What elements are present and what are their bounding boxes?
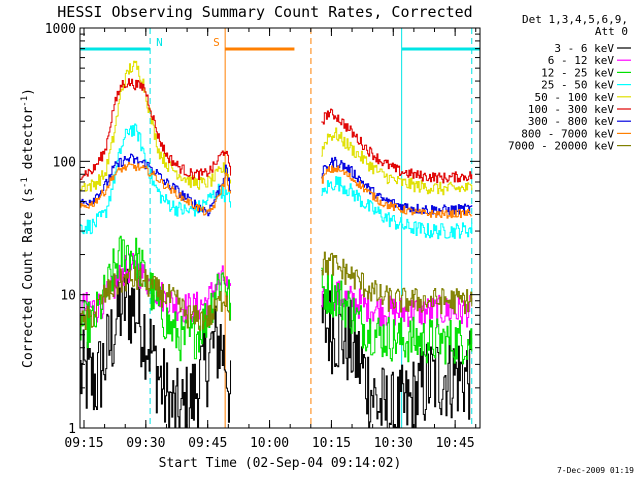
- y-axis-label-end: ): [21, 88, 36, 96]
- plot-frame: [79, 27, 481, 429]
- y-axis-label-mid: detector: [21, 107, 36, 178]
- legend-300-800-keV-label: 300 - 800 keV: [528, 115, 614, 128]
- y-axis-label-sup1: -1: [20, 177, 30, 188]
- timestamp: 7-Dec-2009 01:19: [557, 466, 634, 475]
- legend-12-25-keV-label: 12 - 25 keV: [541, 66, 614, 79]
- series-800-7000-keV-line-2: [321, 165, 473, 219]
- x-axis-label: Start Time (02-Sep-04 09:14:02): [159, 456, 402, 471]
- legend-header-line2: Att 0: [595, 25, 628, 38]
- legend-header-line1: Det 1,3,4,5,6,9,: [522, 13, 628, 26]
- series-6-12-keV-line-2: [321, 280, 473, 328]
- legend-7000-20000-keV-label: 7000 - 20000 keV: [508, 140, 614, 153]
- series-25-50-keV-line-1: [80, 123, 232, 235]
- marker-n-label: N: [156, 36, 163, 49]
- legend-800-7000-keV-label: 800 - 7000 keV: [521, 127, 614, 140]
- legend-25-50-keV-label: 25 - 50 keV: [541, 79, 614, 92]
- y-tick-label-1: 10: [60, 289, 76, 304]
- series-12-25-keV-line-2: [321, 267, 473, 365]
- y-tick-label-2: 100: [53, 155, 76, 170]
- series-3-6-keV-line-1: [80, 268, 232, 429]
- series-100-300-keV-line-1: [80, 78, 232, 181]
- series-100-300-keV-line-2: [321, 108, 473, 184]
- y-axis-label-main: Corrected Count Rate (s: [21, 188, 36, 368]
- legend-3-6-keV-label: 3 - 6 keV: [554, 42, 614, 55]
- series-25-50-keV-line-2: [321, 176, 473, 240]
- series-50-100-keV-line-1: [80, 60, 232, 192]
- chart-title: HESSI Observing Summary Count Rates, Cor…: [57, 3, 472, 21]
- series-50-100-keV-line-2: [321, 127, 473, 196]
- series-lines: [80, 60, 473, 429]
- x-tick-label-6: 10:45: [436, 436, 475, 451]
- y-tick-label-0: 1: [68, 422, 76, 437]
- series-7000-20000-keV-line-1: [80, 266, 232, 331]
- y-tick-label-3: 1000: [45, 22, 76, 37]
- y-axis-ticks: 1 10 100 1000: [45, 22, 480, 437]
- marker-s-label: S: [213, 36, 220, 49]
- legend-100-300-keV-label: 100 - 300 keV: [528, 103, 614, 116]
- x-tick-label-3: 10:00: [250, 436, 289, 451]
- series-7000-20000-keV-line-2: [321, 251, 473, 315]
- x-axis-ticks: 09:15 09:30 09:45 10:00 10:15 10:30 10:45: [64, 28, 477, 451]
- x-tick-label-5: 10:30: [374, 436, 413, 451]
- legend-6-12-keV-label: 6 - 12 keV: [548, 54, 615, 67]
- svg-text:Corrected Count Rate (s-1 dete: Corrected Count Rate (s-1 detector-1): [20, 88, 36, 368]
- y-axis-label-sup2: -1: [20, 96, 30, 107]
- series-300-800-keV-line-1: [80, 153, 232, 217]
- series-800-7000-keV-line-1: [80, 162, 232, 216]
- x-tick-label-2: 09:45: [188, 436, 227, 451]
- x-tick-label-4: 10:15: [312, 436, 351, 451]
- x-tick-label-0: 09:15: [64, 436, 103, 451]
- x-tick-label-1: 09:30: [126, 436, 165, 451]
- legend-50-100-keV-label: 50 - 100 keV: [535, 91, 615, 104]
- y-axis-label: Corrected Count Rate (s-1 detector-1): [20, 88, 36, 368]
